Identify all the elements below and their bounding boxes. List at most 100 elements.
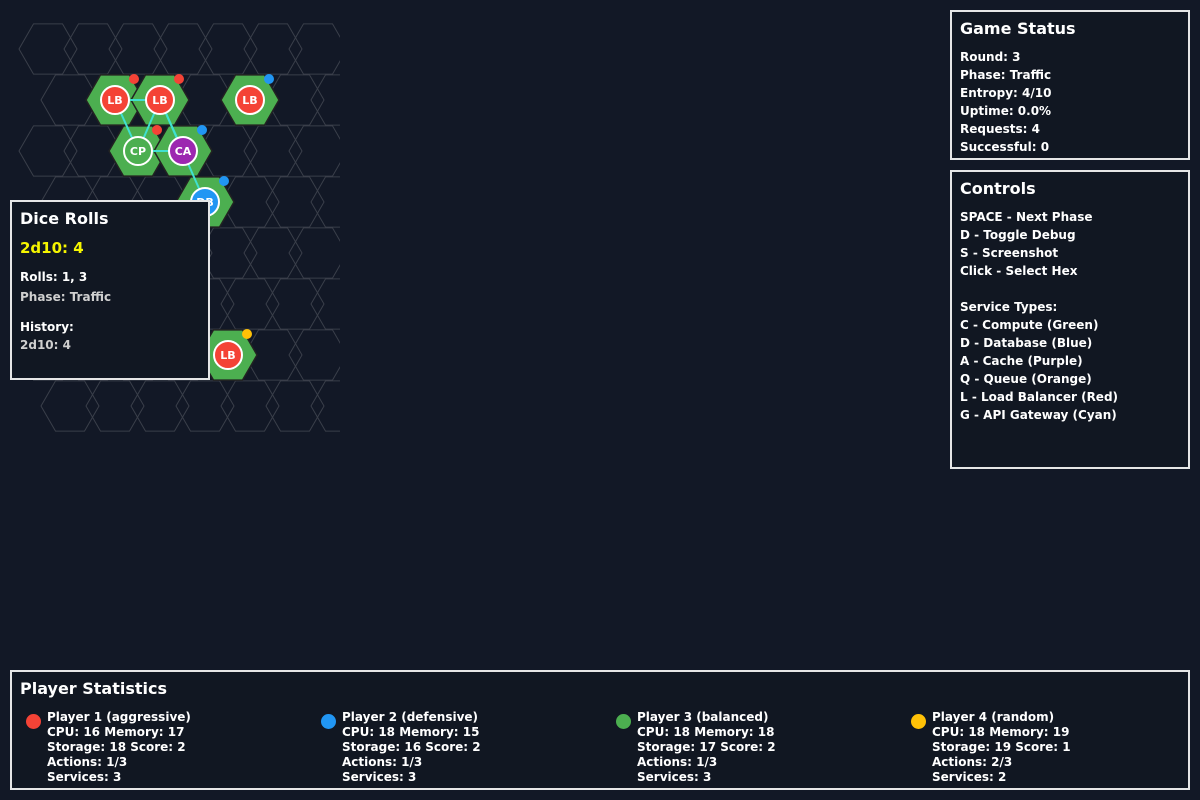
- service-label: CP: [130, 145, 146, 158]
- service-node: [123, 136, 153, 166]
- control-screenshot: S - Screenshot: [960, 246, 1059, 260]
- player-statistics-panel: Player Statistics Player 1 (aggressive) …: [10, 670, 1190, 790]
- hex-cell[interactable]: [288, 125, 340, 177]
- service-label: LB: [220, 349, 235, 362]
- owner-marker: [219, 176, 229, 186]
- owner-marker: [242, 329, 252, 339]
- owner-marker: [129, 74, 139, 84]
- requests-text: Requests: 4: [960, 122, 1040, 136]
- player-storage-score: Storage: 17 Score: 2: [637, 740, 776, 754]
- service-label: LB: [107, 94, 122, 107]
- player-color-dot: [321, 714, 336, 729]
- hex-cell[interactable]: [243, 227, 303, 279]
- control-select: Click - Select Hex: [960, 264, 1078, 278]
- service-node: [100, 85, 130, 115]
- service-type-load-balancer: L - Load Balancer (Red): [960, 390, 1119, 404]
- player-cpu-memory: CPU: 16 Memory: 17: [47, 725, 185, 739]
- service-type-api-gateway: G - API Gateway (Cyan): [960, 408, 1117, 422]
- owner-marker: [174, 74, 184, 84]
- successful-text: Successful: 0: [960, 140, 1050, 154]
- service-node: [213, 340, 243, 370]
- player-name: Player 1 (aggressive): [47, 710, 191, 724]
- owner-marker: [264, 74, 274, 84]
- dice-rolls-values: Rolls: 1, 3: [20, 270, 88, 284]
- player-storage-score: Storage: 16 Score: 2: [342, 740, 481, 754]
- player-cpu-memory: CPU: 18 Memory: 19: [932, 725, 1070, 739]
- hex-cell[interactable]: [310, 380, 340, 432]
- hex-cell[interactable]: [130, 380, 190, 432]
- hex-cell[interactable]: [243, 125, 303, 177]
- hex-cell[interactable]: [220, 380, 280, 432]
- dice-history-title: History:: [20, 320, 74, 334]
- hex-cell[interactable]: [288, 227, 340, 279]
- service-node: [145, 85, 175, 115]
- player-services: Services: 3: [47, 770, 122, 784]
- player-actions: Actions: 2/3: [932, 755, 1013, 769]
- player-name: Player 2 (defensive): [342, 710, 479, 724]
- controls-panel: Controls SPACE - Next Phase D - Toggle D…: [950, 170, 1190, 469]
- player-cpu-memory: CPU: 18 Memory: 18: [637, 725, 775, 739]
- player-actions: Actions: 1/3: [47, 755, 128, 769]
- game-status-title: Game Status: [960, 19, 1076, 38]
- player-services: Services: 3: [637, 770, 712, 784]
- control-space: SPACE - Next Phase: [960, 210, 1093, 224]
- hex-cell[interactable]: [18, 125, 78, 177]
- player-name: Player 3 (balanced): [637, 710, 769, 724]
- entropy-text: Entropy: 4/10: [960, 86, 1052, 100]
- control-debug: D - Toggle Debug: [960, 228, 1076, 242]
- hex-cell[interactable]: [288, 329, 340, 381]
- hex-cell[interactable]: [63, 23, 123, 75]
- service-label: CA: [175, 145, 192, 158]
- player-storage-score: Storage: 19 Score: 1: [932, 740, 1071, 754]
- round-text: Round: 3: [960, 50, 1021, 64]
- hex-cell[interactable]: [18, 23, 78, 75]
- player-storage-score: Storage: 18 Score: 2: [47, 740, 186, 754]
- hex-cell[interactable]: [265, 176, 325, 228]
- service-type-database: D - Database (Blue): [960, 336, 1093, 350]
- hex-cell[interactable]: [63, 125, 123, 177]
- controls-title: Controls: [960, 179, 1036, 198]
- hex-cell[interactable]: [288, 23, 340, 75]
- hex-cell[interactable]: [40, 380, 100, 432]
- uptime-text: Uptime: 0.0%: [960, 104, 1052, 118]
- hex-cell[interactable]: [153, 23, 213, 75]
- hex-cell[interactable]: [243, 23, 303, 75]
- hex-cell[interactable]: [265, 278, 325, 330]
- player-services: Services: 2: [932, 770, 1007, 784]
- service-type-queue: Q - Queue (Orange): [960, 372, 1092, 386]
- dice-rolls-title: Dice Rolls: [20, 209, 109, 228]
- service-type-compute: C - Compute (Green): [960, 318, 1099, 332]
- hex-cell[interactable]: [108, 23, 168, 75]
- player-color-dot: [616, 714, 631, 729]
- hex-cell[interactable]: [175, 380, 235, 432]
- owner-marker: [197, 125, 207, 135]
- service-label: LB: [242, 94, 257, 107]
- dice-result: 2d10: 4: [20, 239, 84, 257]
- owner-marker: [152, 125, 162, 135]
- service-type-cache: A - Cache (Purple): [960, 354, 1083, 368]
- hex-cell[interactable]: [310, 176, 340, 228]
- dice-history-item: 2d10: 4: [20, 338, 71, 352]
- service-types-title: Service Types:: [960, 300, 1058, 314]
- dice-rolls-panel: Dice Rolls 2d10: 4 Rolls: 1, 3 Phase: Tr…: [10, 200, 210, 380]
- player-statistics-title: Player Statistics: [20, 679, 168, 698]
- hex-cell[interactable]: [310, 74, 340, 126]
- hex-cell[interactable]: [265, 380, 325, 432]
- hex-cell[interactable]: [40, 74, 100, 126]
- hex-cell[interactable]: [85, 380, 145, 432]
- player-services: Services: 3: [342, 770, 417, 784]
- service-node: [235, 85, 265, 115]
- phase-text: Phase: Traffic: [960, 68, 1052, 82]
- player-name: Player 4 (random): [932, 710, 1055, 724]
- hex-cell[interactable]: [310, 278, 340, 330]
- player-actions: Actions: 1/3: [342, 755, 423, 769]
- player-color-dot: [26, 714, 41, 729]
- hex-cell[interactable]: [220, 278, 280, 330]
- dice-phase: Phase: Traffic: [20, 290, 112, 304]
- service-label: LB: [152, 94, 167, 107]
- game-status-panel: Game Status Round: 3 Phase: Traffic Entr…: [950, 10, 1190, 160]
- player-actions: Actions: 1/3: [637, 755, 718, 769]
- hex-cell[interactable]: [198, 23, 258, 75]
- player-cpu-memory: CPU: 18 Memory: 15: [342, 725, 480, 739]
- service-node: [168, 136, 198, 166]
